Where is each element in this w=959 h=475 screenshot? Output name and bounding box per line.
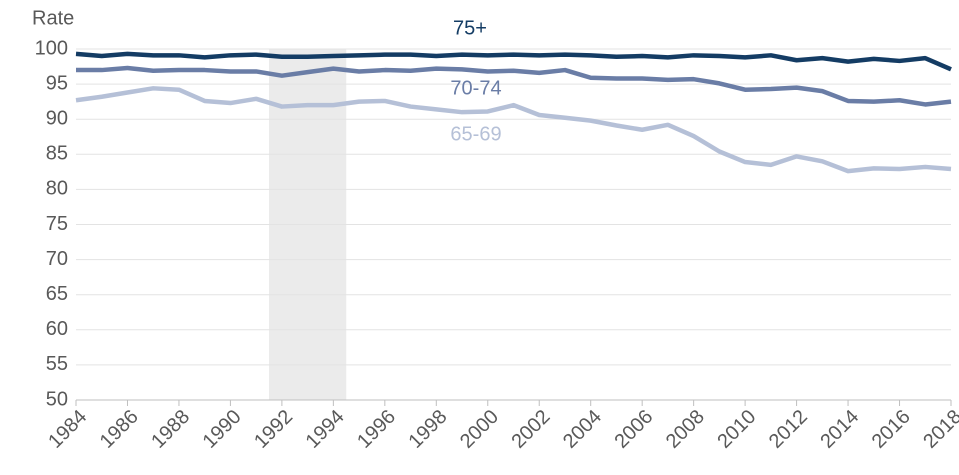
x-tick-label: 1996 bbox=[353, 406, 400, 453]
y-tick-label: 50 bbox=[46, 388, 68, 410]
x-tick-label: 1986 bbox=[96, 406, 143, 453]
x-tick-label: 1984 bbox=[44, 406, 91, 453]
x-tick-label: 2018 bbox=[919, 406, 959, 453]
x-tick-label: 2002 bbox=[507, 406, 554, 453]
series-line bbox=[75, 86, 952, 174]
x-tick-label: 1998 bbox=[405, 406, 452, 453]
y-axis-label: Rate bbox=[32, 7, 74, 29]
x-tick-label: 1988 bbox=[147, 406, 194, 453]
x-tick-label: 1990 bbox=[199, 406, 246, 453]
series-label: 75+ bbox=[453, 17, 487, 39]
y-tick-label: 65 bbox=[46, 283, 68, 305]
y-tick-label: 100 bbox=[35, 37, 68, 59]
y-tick-label: 80 bbox=[46, 178, 68, 200]
y-tick-label: 60 bbox=[46, 318, 68, 340]
series-line bbox=[76, 65, 952, 107]
x-tick-label: 2004 bbox=[559, 406, 606, 453]
y-tick-label: 75 bbox=[46, 213, 68, 235]
y-tick-label: 95 bbox=[46, 72, 68, 94]
series-label: 65-69 bbox=[450, 123, 501, 145]
y-tick-label: 85 bbox=[46, 143, 68, 165]
x-tick-label: 2006 bbox=[610, 406, 657, 453]
x-tick-label: 2012 bbox=[765, 406, 812, 453]
x-tick-label: 2010 bbox=[713, 406, 760, 453]
y-tick-label: 90 bbox=[46, 107, 68, 129]
x-tick-label: 2016 bbox=[868, 406, 915, 453]
series-label: 70-74 bbox=[450, 77, 501, 99]
series-line bbox=[75, 51, 952, 72]
x-tick-label: 2014 bbox=[816, 406, 863, 453]
x-tick-label: 1992 bbox=[250, 406, 297, 453]
x-tick-label: 2000 bbox=[456, 406, 503, 453]
y-tick-label: 55 bbox=[46, 353, 68, 375]
x-tick-label: 1994 bbox=[302, 406, 349, 453]
y-tick-label: 70 bbox=[46, 248, 68, 270]
x-tick-label: 2008 bbox=[662, 406, 709, 453]
